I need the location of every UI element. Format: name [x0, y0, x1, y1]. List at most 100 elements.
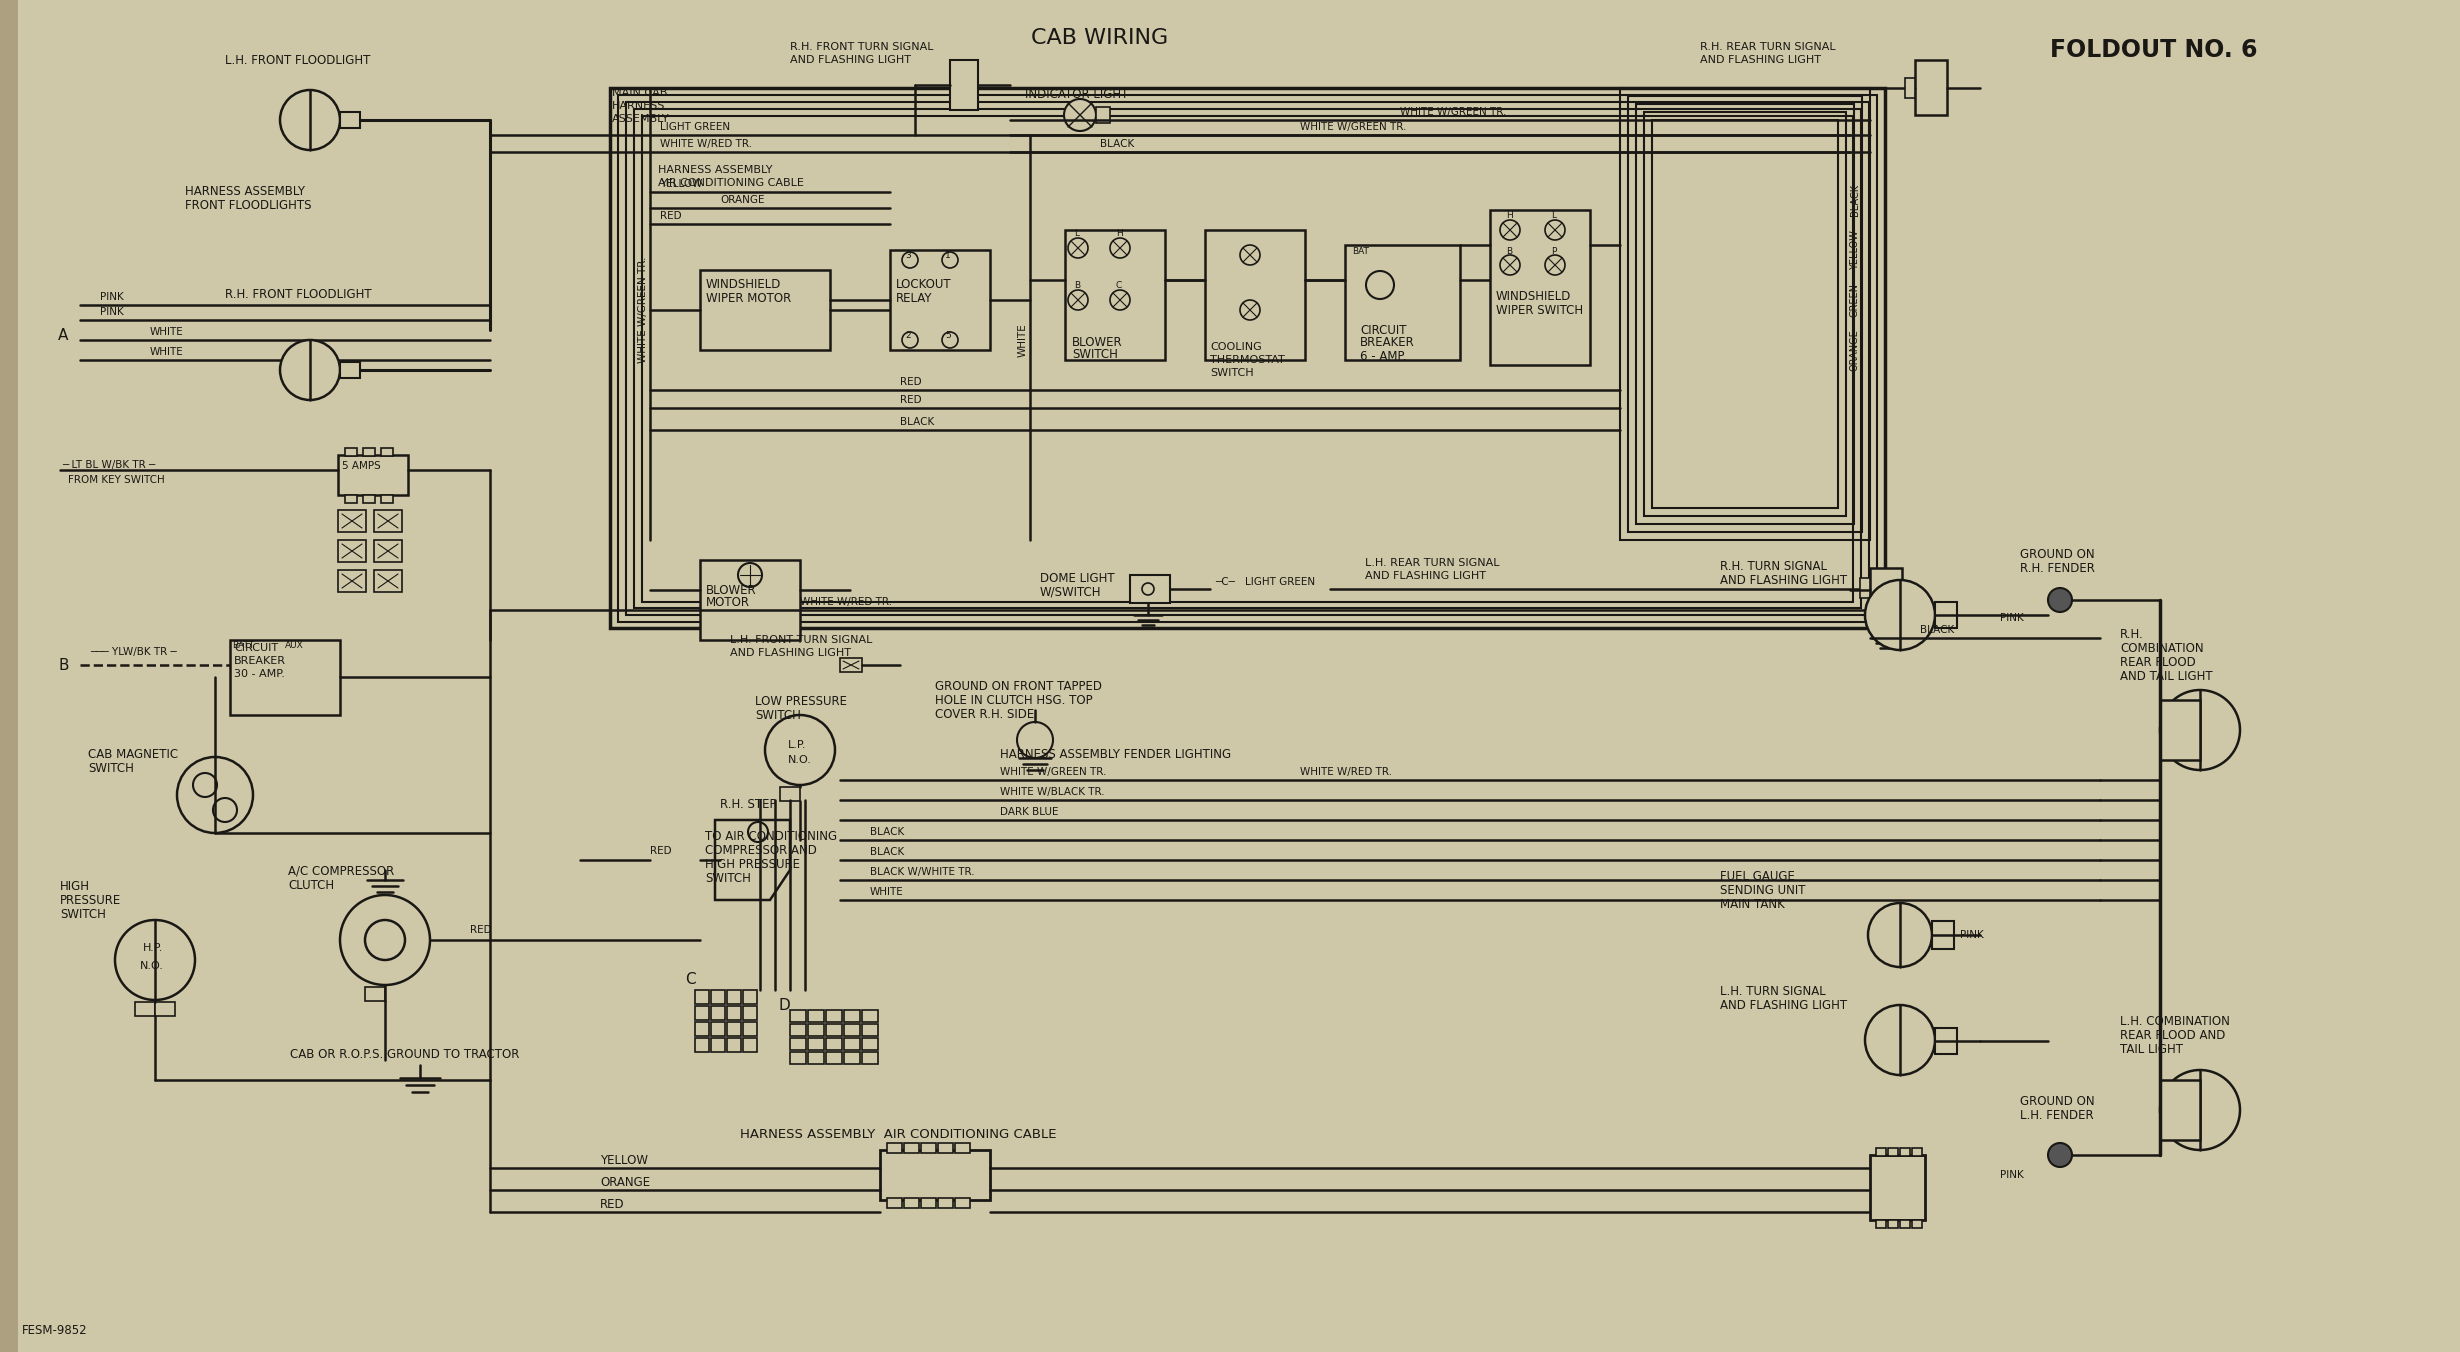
Bar [1870, 568, 1902, 623]
Text: WHITE: WHITE [150, 327, 184, 337]
Text: AUX: AUX [285, 641, 303, 649]
Bar [743, 990, 758, 1005]
Text: GROUND ON: GROUND ON [2020, 1095, 2093, 1109]
Text: BLOWER: BLOWER [706, 584, 758, 596]
Bar [337, 510, 367, 531]
Text: LIGHT GREEN: LIGHT GREEN [659, 122, 731, 132]
Bar [891, 250, 989, 350]
Text: H: H [1506, 211, 1513, 220]
Text: CIRCUIT: CIRCUIT [1360, 323, 1407, 337]
Text: C: C [684, 972, 696, 987]
Bar [696, 1006, 708, 1019]
Text: WIPER MOTOR: WIPER MOTOR [706, 292, 792, 306]
Bar [1065, 230, 1166, 360]
Text: FUEL GAUGE: FUEL GAUGE [1720, 869, 1796, 883]
Text: FRONT FLOODLIGHTS: FRONT FLOODLIGHTS [184, 199, 312, 212]
Text: THERMOSTAT: THERMOSTAT [1210, 356, 1284, 365]
Text: C: C [1117, 281, 1122, 291]
Text: DOME LIGHT: DOME LIGHT [1041, 572, 1114, 584]
Text: PINK: PINK [101, 307, 123, 316]
Text: CIRCUIT: CIRCUIT [234, 644, 278, 653]
Bar [888, 1142, 903, 1153]
Text: H.P.: H.P. [143, 942, 162, 953]
Bar [903, 1198, 920, 1207]
Bar [827, 1010, 841, 1022]
Text: WHITE W/RED TR.: WHITE W/RED TR. [659, 139, 753, 149]
Bar [711, 1006, 726, 1019]
Bar [1205, 230, 1304, 360]
Bar [610, 88, 1884, 627]
Bar [337, 539, 367, 562]
Circle shape [1065, 99, 1097, 131]
Bar [780, 787, 800, 800]
Circle shape [942, 333, 957, 347]
Text: A/C COMPRESSOR: A/C COMPRESSOR [288, 865, 394, 877]
Bar [920, 1198, 935, 1207]
Bar [839, 658, 861, 672]
Bar [1904, 78, 1914, 97]
Bar [155, 1002, 175, 1015]
Bar [844, 1038, 861, 1051]
Text: COMPRESSOR AND: COMPRESSOR AND [706, 844, 817, 857]
Bar [1653, 120, 1838, 508]
Text: PINK: PINK [101, 292, 123, 301]
Text: R.H. STEP: R.H. STEP [721, 799, 777, 811]
Text: ORANGE: ORANGE [600, 1175, 649, 1188]
Text: L.H. TURN SIGNAL: L.H. TURN SIGNAL [1720, 986, 1825, 998]
Bar [861, 1023, 878, 1036]
Circle shape [116, 919, 194, 1000]
Bar [1877, 1148, 1887, 1156]
Bar [711, 1038, 726, 1052]
Bar [1491, 210, 1589, 365]
Bar [625, 101, 1870, 615]
Circle shape [2160, 690, 2241, 771]
Text: WHITE: WHITE [1018, 323, 1028, 357]
Text: RED: RED [659, 211, 681, 220]
Bar [1346, 245, 1459, 360]
Bar [954, 1198, 969, 1207]
Text: WINDSHIELD: WINDSHIELD [1496, 289, 1572, 303]
Circle shape [903, 333, 918, 347]
Bar [364, 495, 374, 503]
Circle shape [177, 757, 253, 833]
Text: CAB MAGNETIC: CAB MAGNETIC [89, 748, 177, 761]
Text: P: P [1550, 246, 1557, 256]
Bar [696, 1022, 708, 1036]
Bar [920, 1142, 935, 1153]
Bar [827, 1038, 841, 1051]
Text: GROUND ON: GROUND ON [2020, 548, 2093, 561]
Bar [954, 1142, 969, 1153]
Bar [0, 0, 17, 1352]
Circle shape [1240, 245, 1260, 265]
Text: MAIN CAB: MAIN CAB [613, 88, 667, 97]
Text: WHITE W/RED TR.: WHITE W/RED TR. [1299, 767, 1392, 777]
Text: YELLOW: YELLOW [1850, 230, 1860, 270]
Text: AND FLASHING LIGHT: AND FLASHING LIGHT [731, 648, 851, 658]
Bar [888, 1198, 903, 1207]
Bar [381, 448, 394, 456]
Bar [1097, 107, 1109, 123]
Bar [728, 990, 740, 1005]
Text: RED: RED [900, 395, 922, 406]
Bar [844, 1052, 861, 1064]
Circle shape [765, 715, 834, 786]
Text: BLOWER: BLOWER [1073, 335, 1122, 349]
Text: AIR CONDITIONING CABLE: AIR CONDITIONING CABLE [657, 178, 804, 188]
Bar [1911, 1148, 1921, 1156]
Circle shape [1109, 238, 1129, 258]
Circle shape [214, 798, 236, 822]
Text: PINK: PINK [2000, 612, 2025, 623]
Text: L.H. COMBINATION: L.H. COMBINATION [2121, 1015, 2229, 1028]
Bar [1914, 59, 1946, 115]
Bar [861, 1010, 878, 1022]
Bar [807, 1052, 824, 1064]
Text: FESM-9852: FESM-9852 [22, 1324, 89, 1337]
Bar [1931, 921, 1953, 949]
Text: ORANGE: ORANGE [1850, 329, 1860, 370]
Bar [374, 539, 401, 562]
Circle shape [339, 895, 430, 986]
Circle shape [1501, 256, 1520, 274]
Bar [1629, 96, 1862, 531]
Circle shape [1240, 300, 1260, 320]
Text: PINK: PINK [1961, 930, 1983, 940]
